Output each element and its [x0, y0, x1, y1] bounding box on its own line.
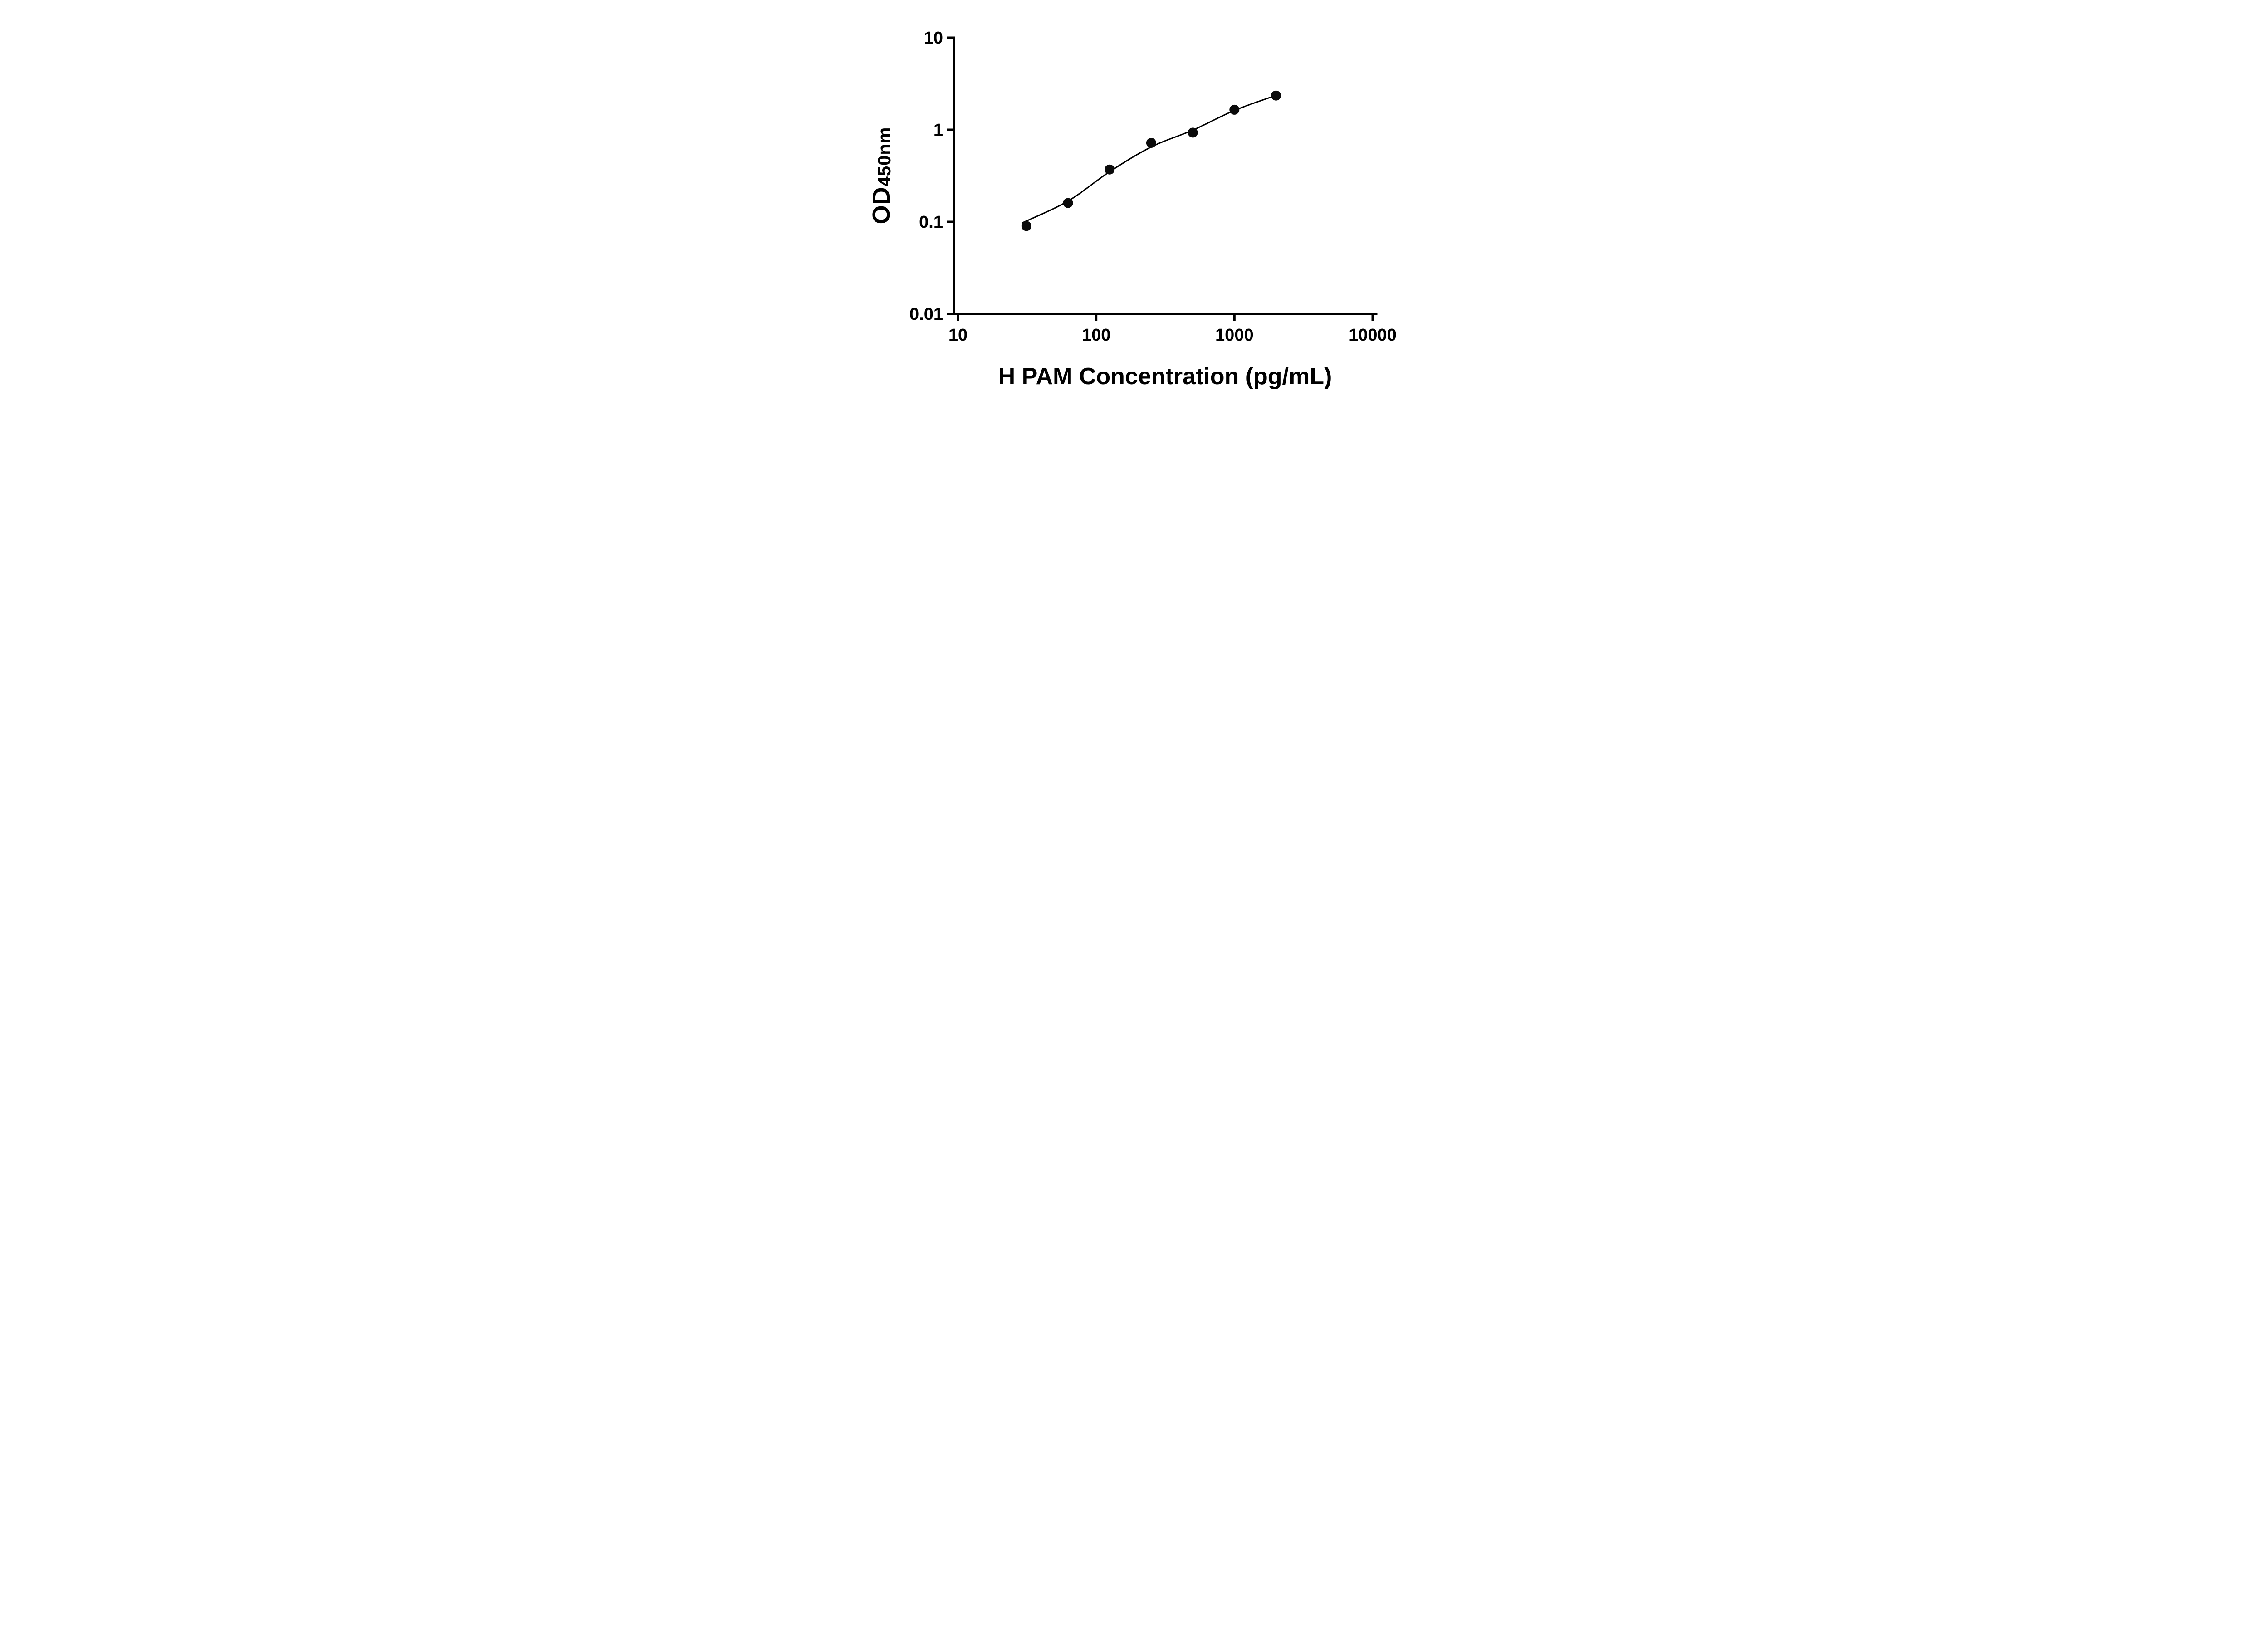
figure-page: 10 100 1000 10000 0.01 0.1 1 10 OD 450nm H PAM C… — [842, 0, 1426, 408]
axis-frame — [953, 36, 1377, 315]
data-point — [1021, 221, 1031, 231]
data-point — [1229, 104, 1239, 115]
data-point — [1271, 90, 1281, 101]
data-point — [1063, 198, 1073, 208]
elisa-standard-curve-chart: 10 100 1000 10000 0.01 0.1 1 10 OD 450nm H PAM C… — [843, 0, 1426, 408]
chart-canvas: 10 100 1000 10000 0.01 0.1 1 10 — [909, 29, 1397, 345]
data-point — [1188, 127, 1198, 138]
data-point — [1104, 164, 1114, 175]
x-tick-label: 100 — [1081, 326, 1110, 345]
x-tick-label: 1000 — [1215, 326, 1254, 345]
y-tick-label: 10 — [924, 29, 943, 48]
y-tick-label: 0.01 — [909, 305, 943, 324]
x-tick-label: 10 — [948, 326, 967, 345]
y-tick-label: 0.1 — [919, 213, 943, 232]
y-tick-label: 1 — [933, 121, 943, 140]
x-tick-label: 10000 — [1349, 326, 1397, 345]
fit-curve — [1021, 94, 1276, 224]
data-point — [1146, 138, 1156, 148]
